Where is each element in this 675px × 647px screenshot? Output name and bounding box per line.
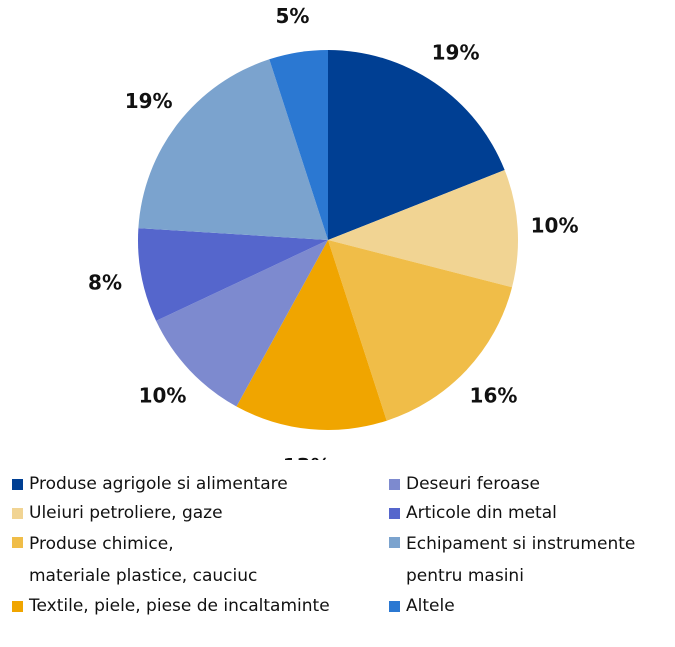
pie-slice-3 xyxy=(236,240,387,430)
legend-label: Uleiuri petroliere, gaze xyxy=(29,503,223,523)
legend-swatch xyxy=(12,537,23,548)
legend-swatch xyxy=(389,537,400,548)
legend-item-produse-chimice: Produse chimice, materiale plastice, cau… xyxy=(12,528,257,592)
legend-label: Produse agrigole si alimentare xyxy=(29,474,288,494)
pie-slice-5 xyxy=(138,228,328,321)
pie-value-label-3: 13% xyxy=(283,454,331,460)
pie-slices xyxy=(138,50,518,430)
pie-value-label-1: 10% xyxy=(531,214,579,238)
pie-value-label-0: 19% xyxy=(432,40,480,64)
legend-item-uleiuri: Uleiuri petroliere, gaze xyxy=(12,499,223,528)
legend-swatch xyxy=(12,508,23,519)
pie-slice-7 xyxy=(269,50,328,240)
pie-slice-0 xyxy=(328,50,505,240)
pie-slice-4 xyxy=(156,240,328,407)
pie-value-label-7: 5% xyxy=(276,4,310,28)
pie-slice-1 xyxy=(328,170,518,288)
pie-slice-6 xyxy=(138,59,328,241)
legend-swatch xyxy=(389,479,400,490)
pie-slice-2 xyxy=(328,240,513,421)
legend-label: Articole din metal xyxy=(406,503,557,523)
legend-item-produse-agricole: Produse agrigole si alimentare xyxy=(12,470,288,499)
legend-swatch xyxy=(389,601,400,612)
legend-item-deseuri: Deseuri feroase xyxy=(389,470,540,499)
pie-value-label-2: 16% xyxy=(470,383,518,407)
pie-chart: 19% 10% 16% 13% 10% 8% 19% 5% xyxy=(88,4,578,460)
legend-item-articole-metal: Articole din metal xyxy=(389,499,557,528)
legend-swatch xyxy=(12,601,23,612)
legend-label: Echipament si instrumente pentru masini xyxy=(406,534,636,586)
legend-label: Altele xyxy=(406,596,455,616)
legend-item-echipament: Echipament si instrumente pentru masini xyxy=(389,528,635,592)
pie-value-label-4: 10% xyxy=(139,383,187,407)
legend-item-textile: Textile, piele, piese de incaltaminte xyxy=(12,592,330,621)
legend-swatch xyxy=(12,479,23,490)
legend: Produse agrigole si alimentare Uleiuri p… xyxy=(0,470,675,647)
pie-value-label-5: 8% xyxy=(88,271,122,295)
legend-swatch xyxy=(389,508,400,519)
legend-item-altele: Altele xyxy=(389,592,455,621)
pie-value-labels: 19% 10% 16% 13% 10% 8% 19% 5% xyxy=(88,4,578,460)
legend-label: Produse chimice, materiale plastice, cau… xyxy=(29,534,258,586)
legend-label: Textile, piele, piese de incaltaminte xyxy=(29,596,330,616)
legend-label: Deseuri feroase xyxy=(406,474,540,494)
pie-value-label-6: 19% xyxy=(125,89,173,113)
